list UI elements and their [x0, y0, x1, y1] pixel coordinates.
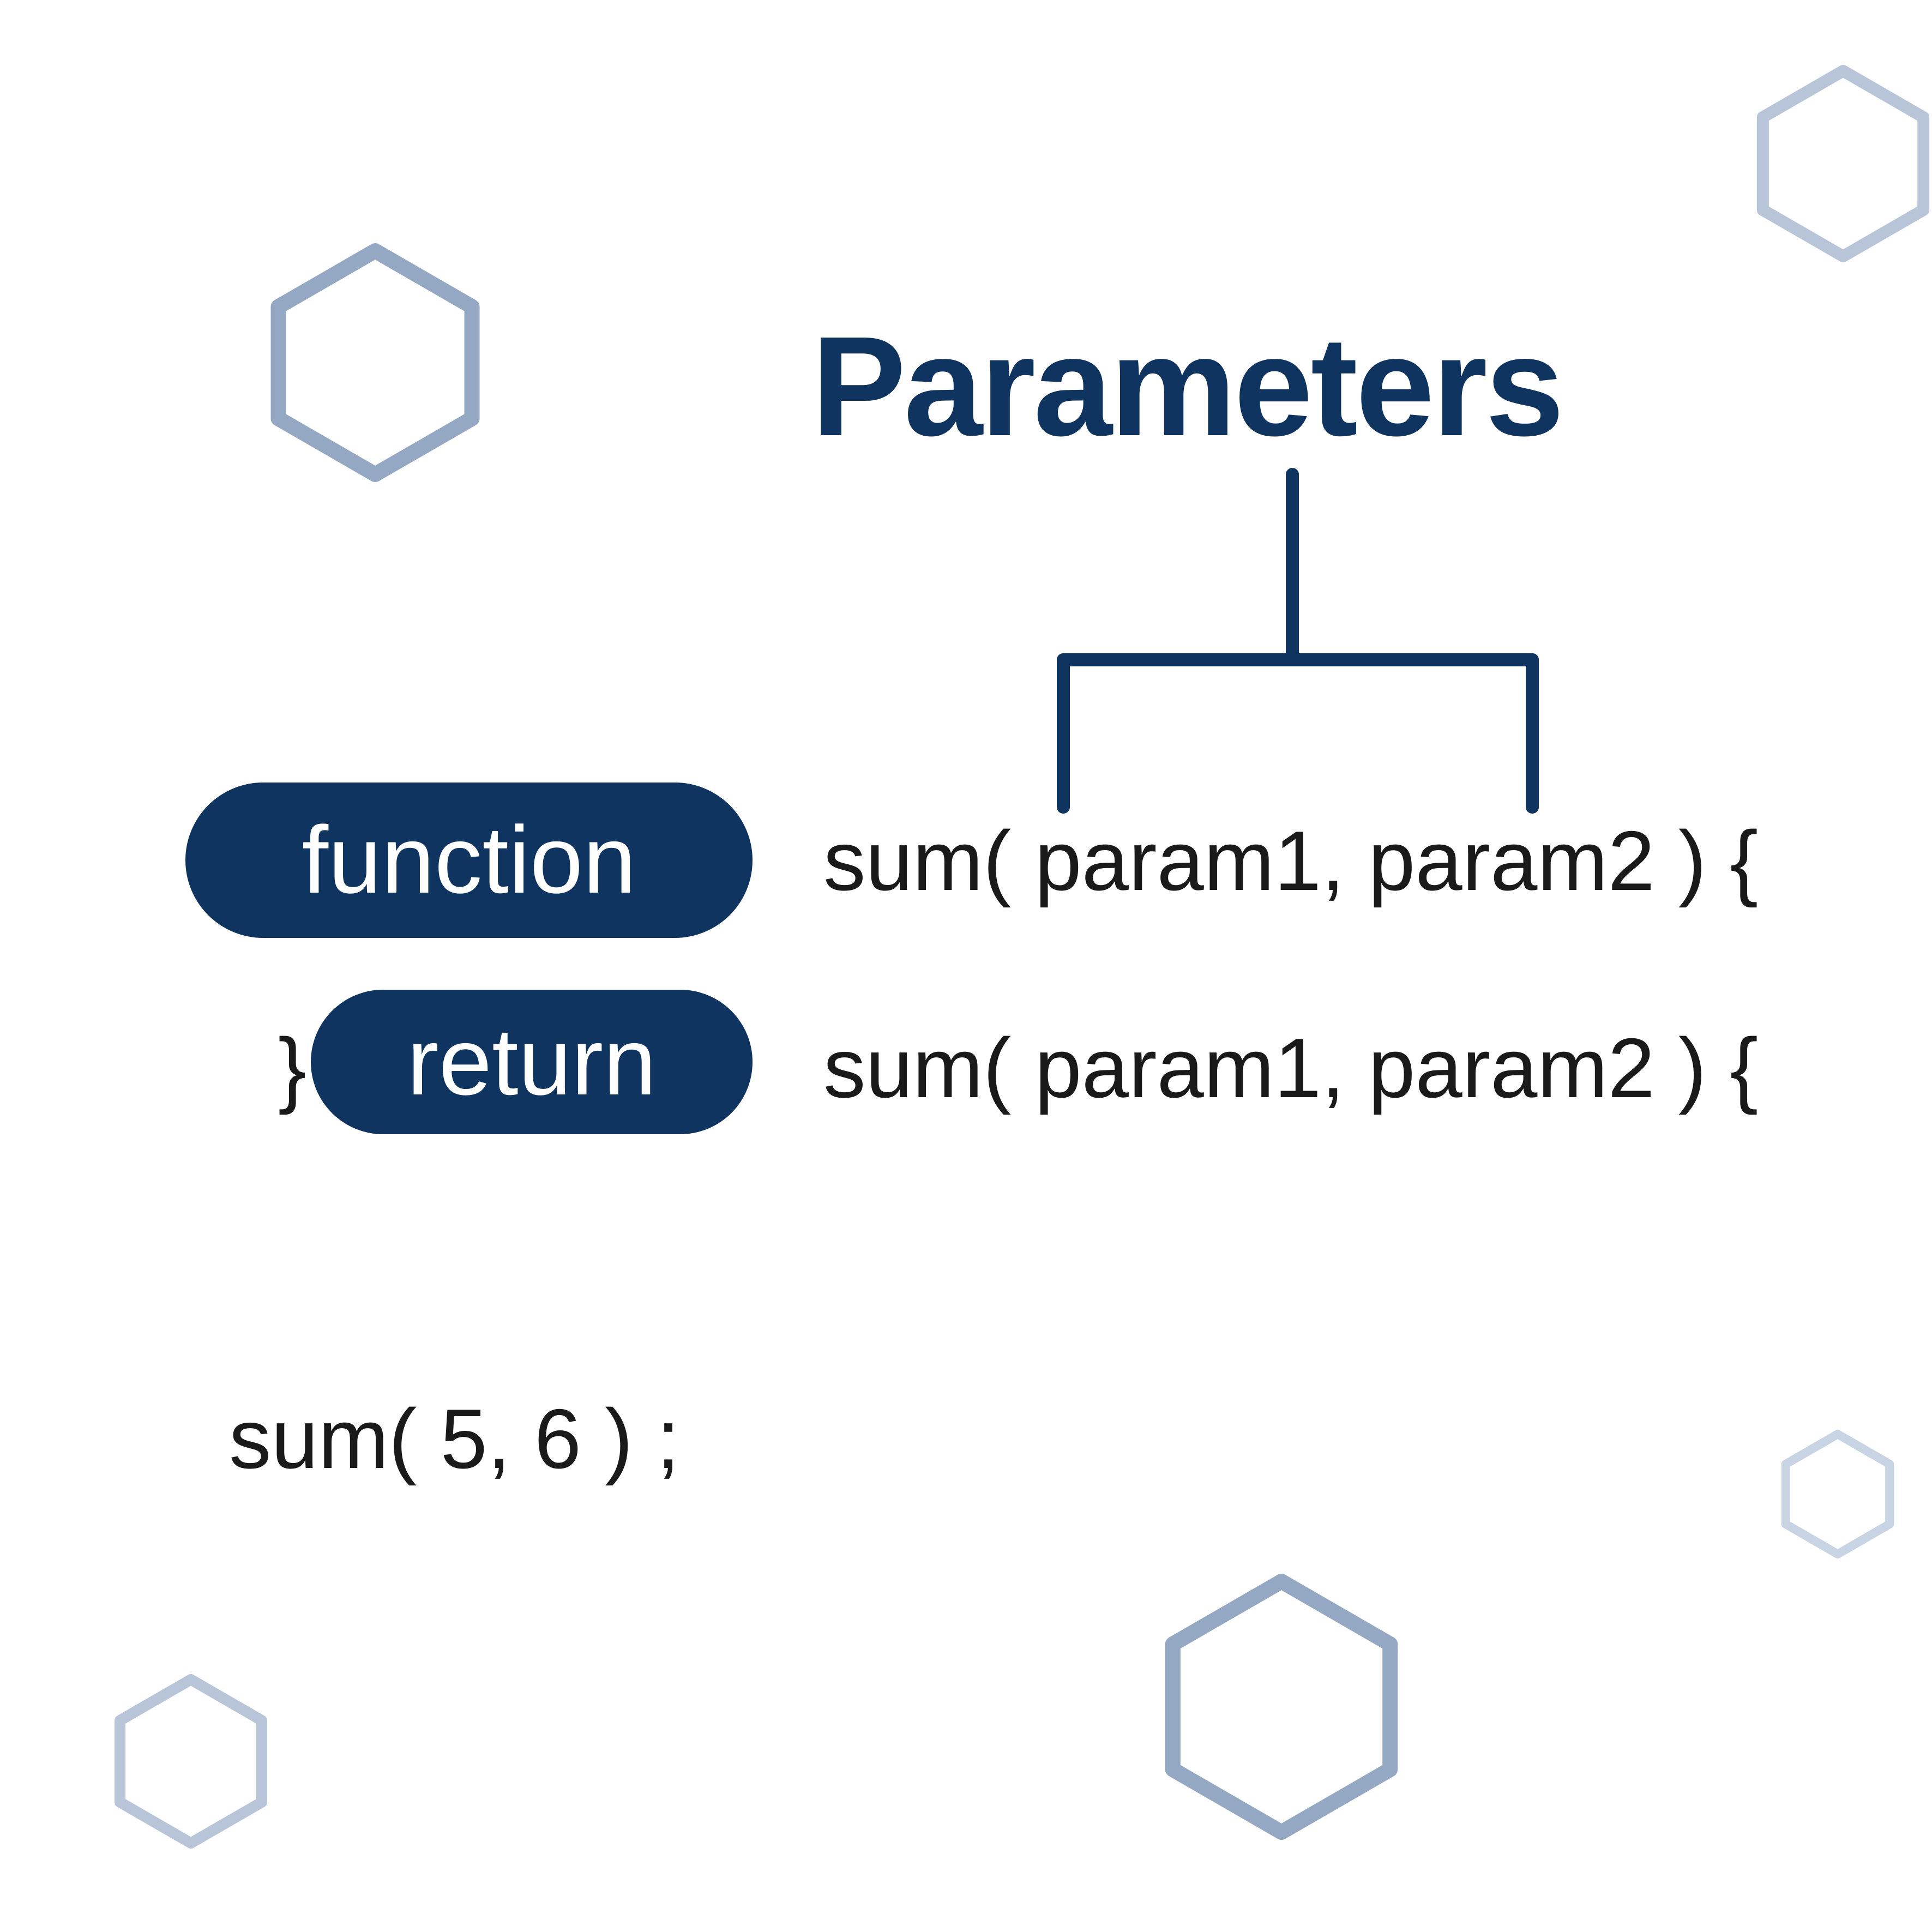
return-keyword-pill: return — [311, 990, 753, 1134]
function-keyword-pill: function — [185, 783, 753, 938]
return-line: sum( param1, param2 ) { — [823, 1020, 1758, 1117]
function-call-line: sum( 5, 6 ) ; — [229, 1391, 680, 1488]
bracket-connector — [0, 0, 1932, 1932]
return-keyword-label: return — [407, 1007, 656, 1117]
function-keyword-label: function — [302, 805, 636, 915]
function-signature-line: sum( param1, param2 ) { — [823, 812, 1758, 910]
closing-brace: } — [278, 1020, 306, 1117]
